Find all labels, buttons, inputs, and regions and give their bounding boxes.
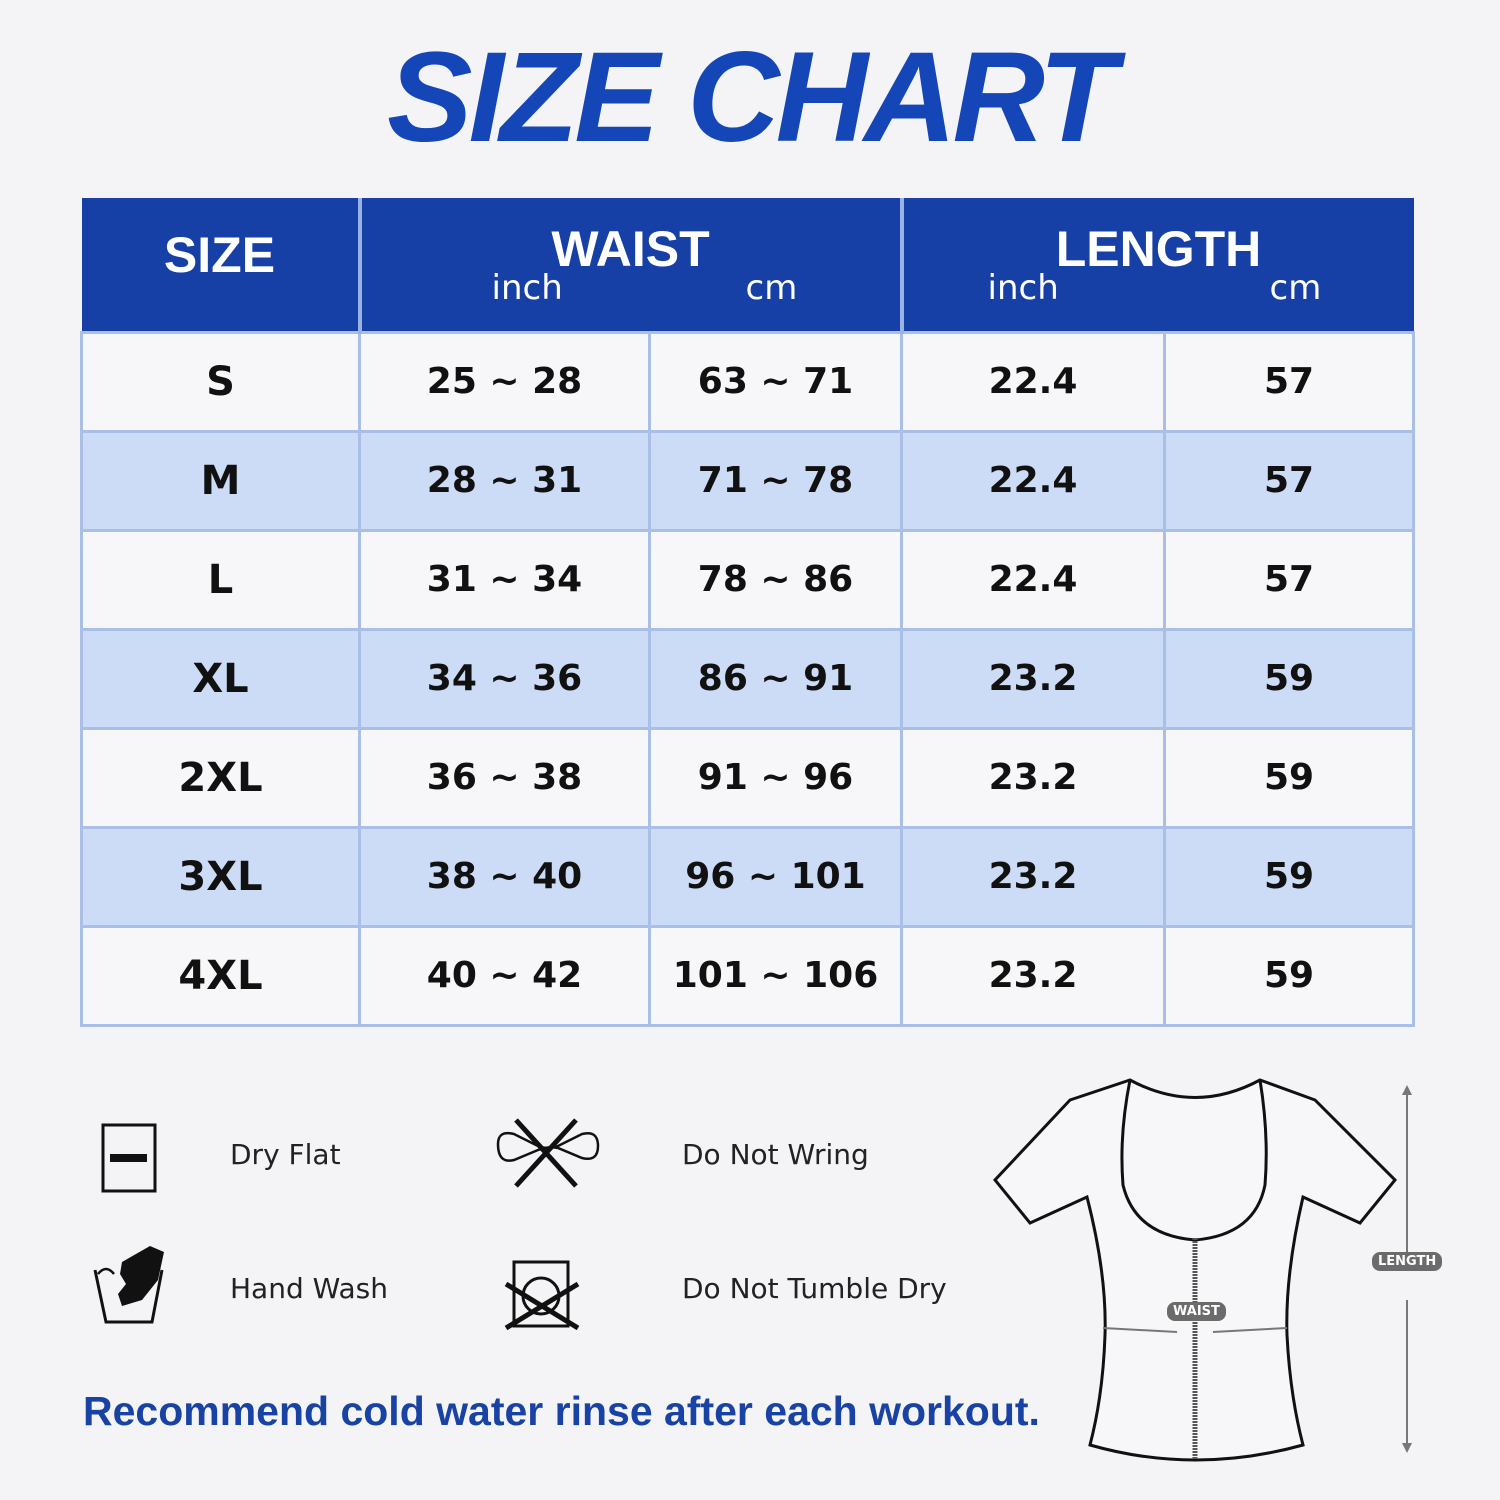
cell-length-cm: 57 (1163, 528, 1415, 631)
cell-waist-cm: 71 ~ 78 (648, 429, 903, 532)
waist-label: WAIST (1167, 1302, 1226, 1321)
length-inch-unit: inch (987, 268, 1059, 308)
care-label-dry-flat: Dry Flat (230, 1138, 341, 1171)
cell-length-inch: 22.4 (900, 330, 1166, 433)
header-waist-label: WAIST (551, 221, 710, 277)
table-row: L 31 ~ 34 78 ~ 86 22.4 57 (80, 528, 1415, 631)
care-label-do-not-wring: Do Not Wring (682, 1138, 869, 1171)
page-title: SIZE CHART (387, 26, 1117, 169)
cell-waist-inch: 36 ~ 38 (358, 726, 651, 829)
cell-length-inch: 23.2 (900, 627, 1166, 730)
cell-waist-cm: 86 ~ 91 (648, 627, 903, 730)
cell-length-inch: 22.4 (900, 429, 1166, 532)
cell-length-inch: 23.2 (900, 825, 1166, 928)
waist-cm-unit: cm (745, 268, 798, 308)
cell-size: XL (80, 627, 361, 730)
table-header: SIZE WAIST inch cm LENGTH inch cm (81, 198, 1414, 332)
cell-length-cm: 59 (1163, 726, 1415, 829)
cell-waist-cm: 78 ~ 86 (648, 528, 903, 631)
cell-length-cm: 57 (1163, 429, 1415, 532)
cell-waist-inch: 25 ~ 28 (358, 330, 651, 433)
cell-size: M (80, 429, 361, 532)
cell-waist-cm: 63 ~ 71 (648, 330, 903, 433)
cell-waist-inch: 34 ~ 36 (358, 627, 651, 730)
table-row: 2XL 36 ~ 38 91 ~ 96 23.2 59 (80, 726, 1415, 829)
header-size: SIZE (81, 198, 362, 332)
header-waist: WAIST inch cm (359, 198, 904, 332)
hand-wash-icon (93, 1246, 164, 1324)
cell-length-cm: 59 (1163, 924, 1415, 1027)
care-note: Recommend cold water rinse after each wo… (83, 1388, 1040, 1434)
cell-size: 3XL (80, 825, 361, 928)
cell-size: 4XL (80, 924, 361, 1027)
cell-length-inch: 23.2 (900, 726, 1166, 829)
table-row: M 28 ~ 31 71 ~ 78 22.4 57 (80, 429, 1415, 532)
header-size-label: SIZE (163, 227, 276, 283)
cell-size: 2XL (80, 726, 361, 829)
do-not-wring-icon (496, 1118, 600, 1188)
cell-waist-inch: 38 ~ 40 (358, 825, 651, 928)
table-row: S 25 ~ 28 63 ~ 71 22.4 57 (80, 330, 1415, 433)
table-row: XL 34 ~ 36 86 ~ 91 23.2 59 (80, 627, 1415, 730)
do-not-tumble-dry-icon (504, 1260, 580, 1331)
length-cm-unit: cm (1269, 268, 1322, 308)
cell-size: L (80, 528, 361, 631)
table-row: 4XL 40 ~ 42 101 ~ 106 23.2 59 (80, 924, 1415, 1027)
care-label-do-not-tumble-dry: Do Not Tumble Dry (682, 1272, 947, 1305)
cell-length-inch: 22.4 (900, 528, 1166, 631)
header-length-label: LENGTH (1055, 221, 1262, 277)
shirt-diagram (993, 1078, 1412, 1462)
cell-size: S (80, 330, 361, 433)
cell-waist-inch: 28 ~ 31 (358, 429, 651, 532)
size-table: SIZE WAIST inch cm LENGTH inch cm S 25 ~ … (80, 198, 1415, 1027)
cell-waist-inch: 31 ~ 34 (358, 528, 651, 631)
cell-length-cm: 59 (1163, 627, 1415, 730)
dry-flat-icon (101, 1123, 157, 1193)
cell-waist-cm: 91 ~ 96 (648, 726, 903, 829)
waist-inch-unit: inch (491, 268, 563, 308)
care-label-hand-wash: Hand Wash (230, 1272, 389, 1305)
header-length: LENGTH inch cm (901, 198, 1414, 332)
length-label: LENGTH (1372, 1252, 1443, 1271)
cell-waist-cm: 96 ~ 101 (648, 825, 903, 928)
table-row: 3XL 38 ~ 40 96 ~ 101 23.2 59 (80, 825, 1415, 928)
cell-length-cm: 57 (1163, 330, 1415, 433)
cell-waist-inch: 40 ~ 42 (358, 924, 651, 1027)
cell-length-inch: 23.2 (900, 924, 1166, 1027)
cell-length-cm: 59 (1163, 825, 1415, 928)
cell-waist-cm: 101 ~ 106 (648, 924, 903, 1027)
